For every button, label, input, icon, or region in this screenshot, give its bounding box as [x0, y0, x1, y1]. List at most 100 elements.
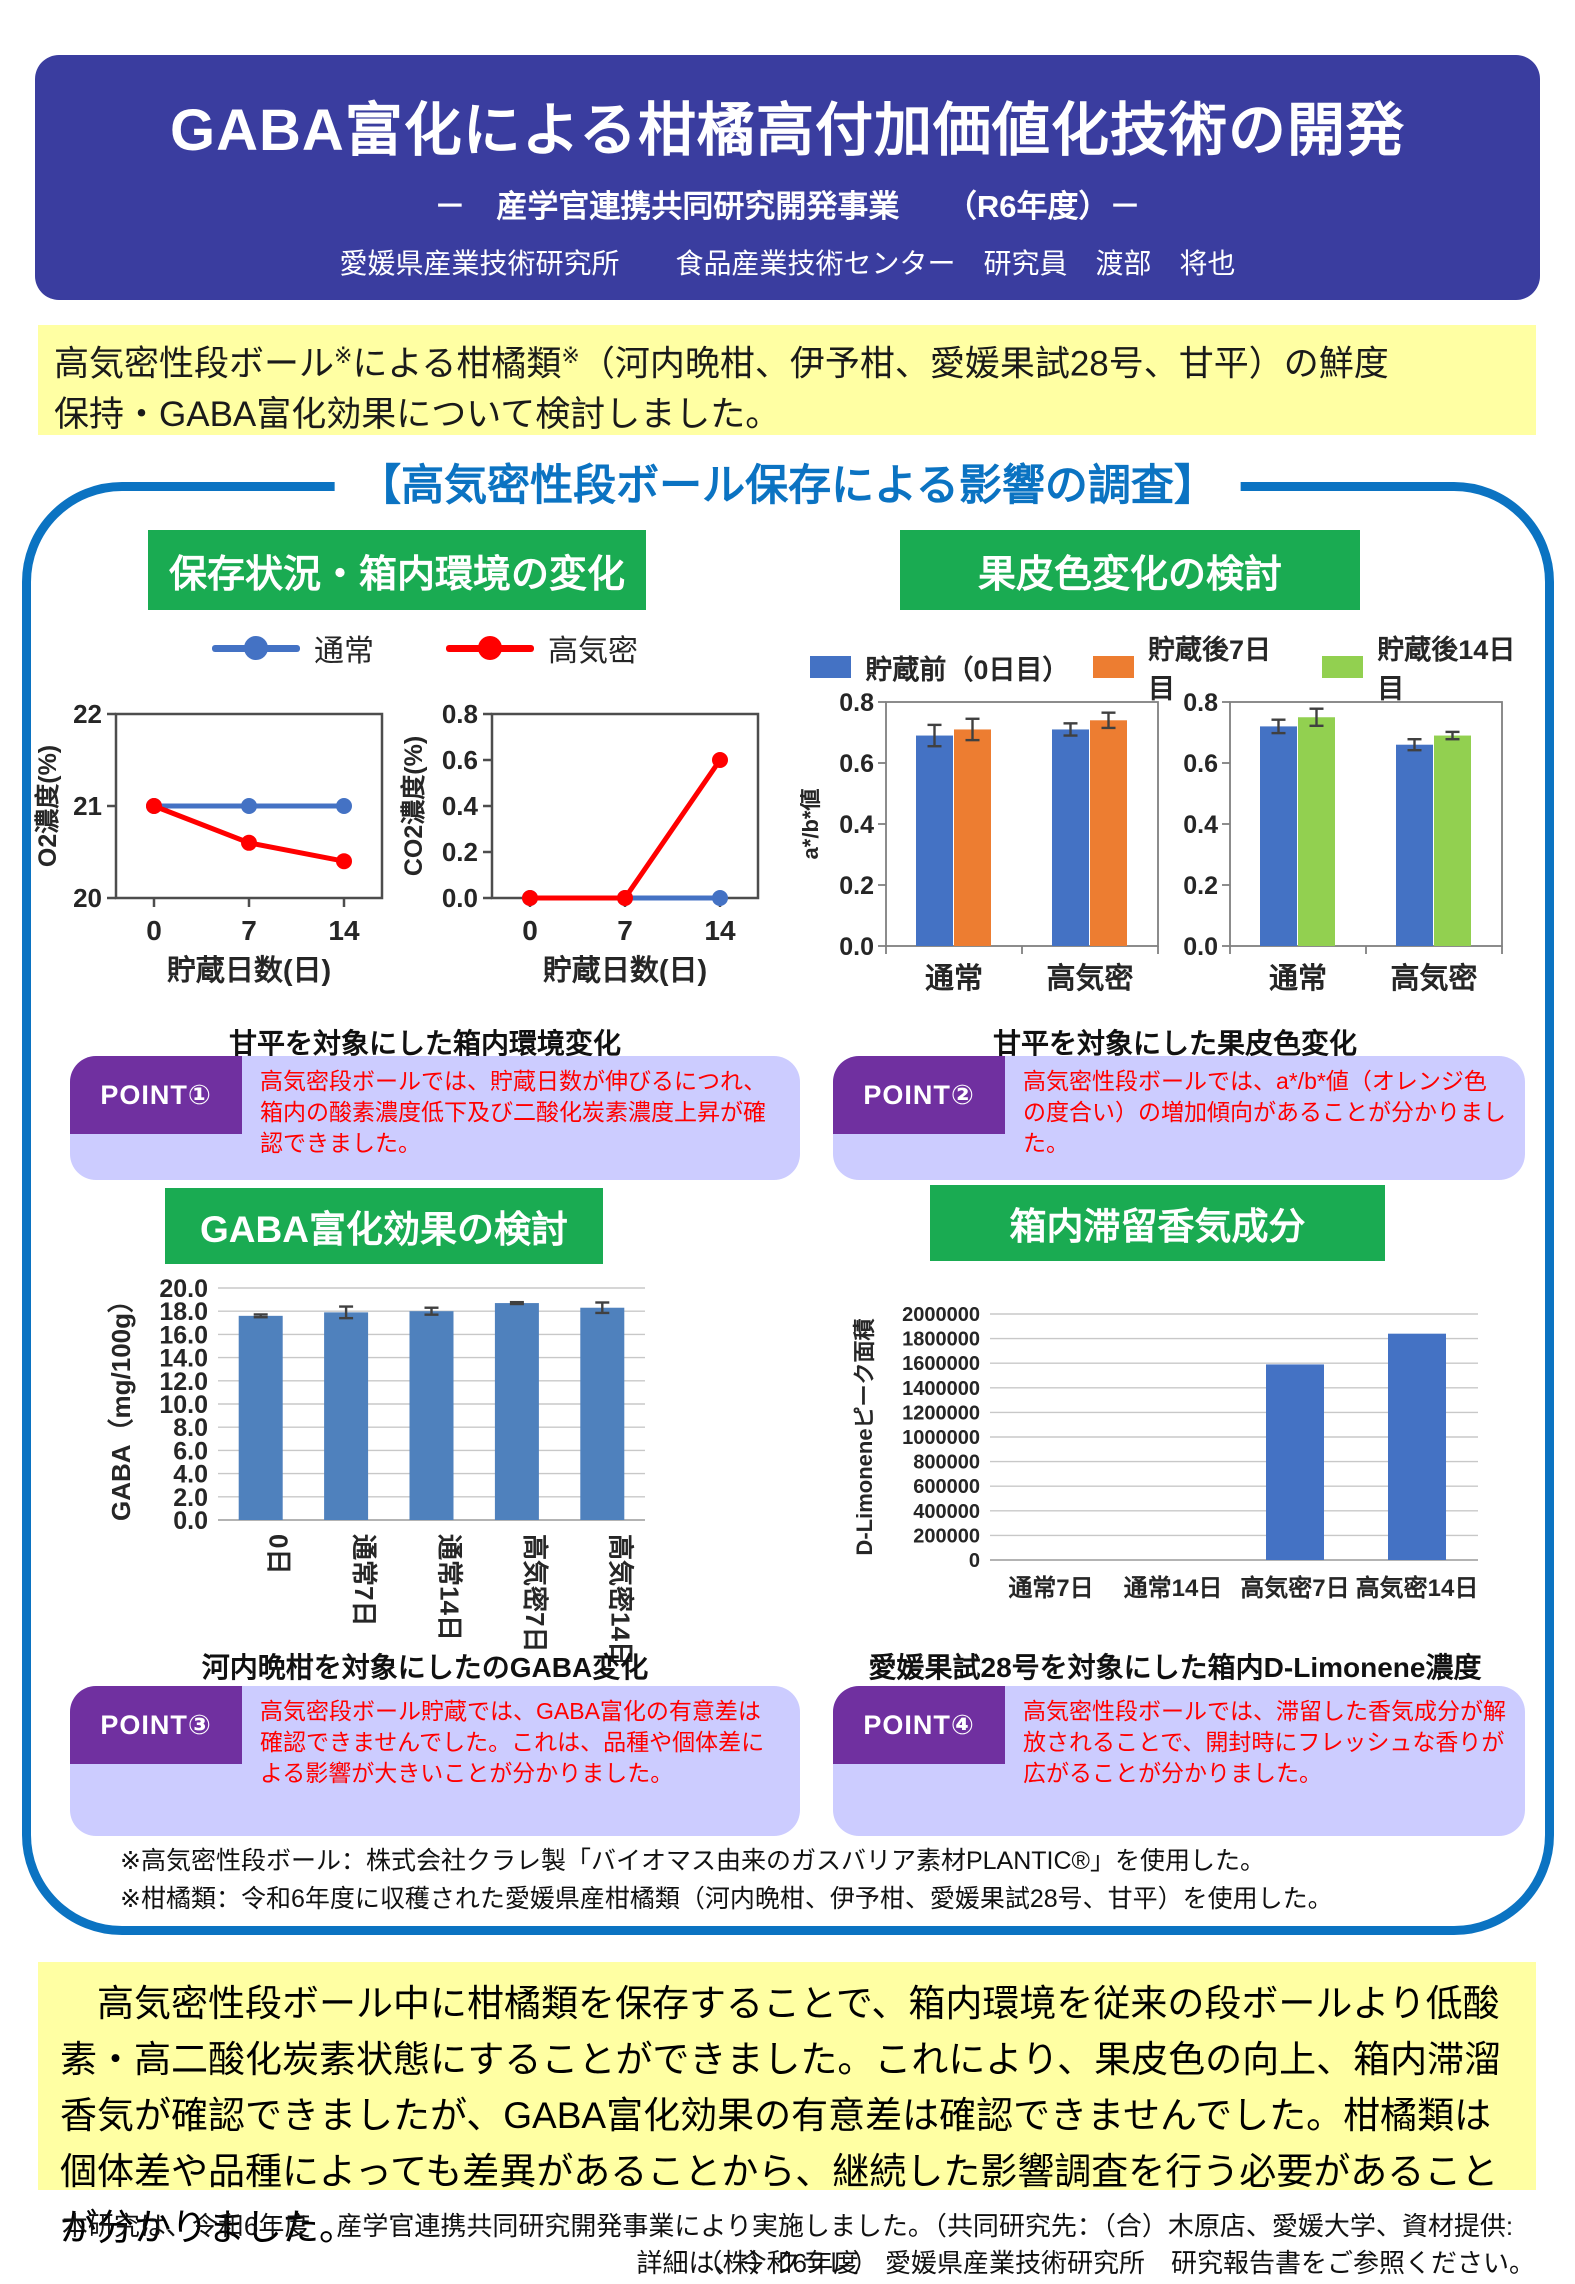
svg-text:通常: 通常 [925, 962, 983, 995]
svg-text:0.0: 0.0 [1183, 933, 1218, 961]
swatch-icon [810, 656, 852, 678]
svg-text:高気密: 高気密 [1390, 961, 1477, 995]
svg-text:0.6: 0.6 [1183, 750, 1218, 778]
page-title: GABA富化による柑橘高付加価値化技術の開発 [169, 98, 1406, 163]
peel-color-14day-bar-chart: 0.0 0.2 0.4 0.6 0.8 通常 高気密 [1183, 689, 1503, 995]
point-box-3: POINT③ 高気密段ボール貯蔵では、GABA富化の有意差は確認できませんでした… [70, 1686, 800, 1836]
footnote-1: ※高気密性段ボール：株式会社クラレ製「バイオマス由来のガスバリア素材PLANTI… [120, 1847, 1265, 1875]
gaba-bar-chart: 0.02.04.06.08.010.012.014.016.018.020.0 0… [106, 1275, 645, 1662]
point-box-1: POINT① 高気密段ボールでは、貯蔵日数が伸びるにつれ、箱内の酸素濃度低下及び… [70, 1056, 800, 1180]
svg-text:貯蔵日数(日): 貯蔵日数(日) [167, 953, 331, 987]
legend-item-airtight: 高気密 [446, 626, 638, 670]
svg-text:1000000: 1000000 [902, 1427, 980, 1449]
svg-text:1600000: 1600000 [902, 1353, 980, 1375]
svg-text:0.4: 0.4 [1183, 811, 1218, 839]
svg-text:600000: 600000 [913, 1476, 980, 1498]
intro-text: 高気密性段ボール [54, 344, 335, 384]
svg-text:8.0: 8.0 [173, 1414, 208, 1442]
legend-label: 通常 [314, 635, 374, 668]
svg-text:22: 22 [73, 699, 102, 729]
summary-box: 高気密性段ボール中に柑橘類を保存することで、箱内環境を従来の段ボールより低酸素・… [38, 1962, 1536, 2248]
caption-peel-color: 甘平を対象にした果皮色変化 [992, 1028, 1357, 1059]
svg-text:0.2: 0.2 [442, 837, 478, 867]
svg-text:14: 14 [704, 915, 736, 946]
intro-line-2: 保持・GABA富化効果について検討しました。 [54, 394, 781, 434]
svg-text:0.8: 0.8 [442, 699, 478, 729]
point-box-4: POINT④ 高気密性段ボールでは、滞留した香気成分が解放されることで、開封時に… [833, 1686, 1525, 1836]
footnote-marker: ※ [334, 343, 353, 368]
line-chart-legend: 通常 高気密 [60, 626, 790, 670]
point-label-1: POINT① [70, 1056, 242, 1134]
footnote-2: ※柑橘類：令和6年度に収穫された愛媛県産柑橘類（河内晩柑、伊予柑、愛媛果試28号… [120, 1885, 1333, 1913]
line-marker-icon [212, 635, 300, 661]
caption-environment: 甘平を対象にした箱内環境変化 [228, 1028, 621, 1059]
svg-text:高気密7日: 高気密7日 [520, 1534, 550, 1652]
point-label-3: POINT③ [70, 1686, 242, 1764]
line-marker-icon [446, 635, 534, 661]
svg-text:高気密: 高気密 [1046, 961, 1133, 995]
svg-text:4.0: 4.0 [173, 1461, 208, 1489]
svg-text:高気密7日: 高気密7日 [1240, 1574, 1349, 1602]
svg-text:20: 20 [73, 883, 102, 913]
point-text-4: 高気密性段ボールでは、滞留した香気成分が解放されることで、開封時にフレッシュな香… [1023, 1698, 1506, 1786]
swatch-icon [1321, 656, 1364, 678]
svg-text:14: 14 [328, 915, 360, 946]
section-header-aroma: 箱内滞留香気成分 [930, 1185, 1385, 1261]
footnotes: ※高気密性段ボール：株式会社クラレ製「バイオマス由来のガスバリア素材PLANTI… [120, 1842, 1460, 1918]
bar-chart-legend: 貯蔵前（0日目） 貯蔵後7日目 貯蔵後14日目 [810, 628, 1540, 706]
co2-line-chart: 0.0 0.2 0.4 0.6 0.8 0 7 14 貯蔵日数(日) CO2濃度(%) [399, 699, 760, 987]
svg-text:GABA（mg/100g）: GABA（mg/100g） [106, 1287, 136, 1521]
section-header-environment: 保存状況・箱内環境の変化 [148, 530, 646, 610]
svg-text:O2濃度(%): O2濃度(%) [33, 745, 62, 867]
svg-text:21: 21 [73, 791, 102, 821]
intro-text: （河内晩柑、伊予柑、愛媛果試28号、甘平）の鮮度 [579, 344, 1389, 384]
svg-text:通常14日: 通常14日 [1124, 1575, 1223, 1602]
svg-text:0日: 0日 [264, 1534, 294, 1574]
footnote-marker: ※ [561, 343, 580, 368]
legend-item-day0: 貯蔵前（0日目） [810, 648, 1070, 687]
svg-text:0.8: 0.8 [839, 689, 874, 717]
svg-text:0.2: 0.2 [1183, 872, 1218, 900]
svg-text:16.0: 16.0 [159, 1321, 208, 1349]
point-label-4: POINT④ [833, 1686, 1005, 1764]
svg-text:10.0: 10.0 [159, 1391, 208, 1419]
intro-box: 高気密性段ボール※による柑橘類※（河内晩柑、伊予柑、愛媛果試28号、甘平）の鮮度… [38, 325, 1536, 435]
section-header-peel-color: 果皮色変化の検討 [900, 530, 1360, 610]
svg-text:400000: 400000 [913, 1501, 980, 1523]
header-subtitle: － 産学官連携共同研究開発事業 （R6年度）－ [434, 189, 1141, 224]
swatch-icon [1092, 656, 1134, 678]
svg-text:通常7日: 通常7日 [1008, 1575, 1093, 1602]
svg-text:18.0: 18.0 [159, 1298, 208, 1326]
svg-text:1400000: 1400000 [902, 1378, 980, 1400]
caption-limonene: 愛媛果試28号を対象にした箱内D-Limonene濃度 [868, 1652, 1482, 1683]
caption-gaba: 河内晩柑を対象にしたのGABA変化 [201, 1652, 649, 1683]
svg-text:200000: 200000 [913, 1525, 980, 1547]
svg-text:高気密14日: 高気密14日 [605, 1534, 635, 1662]
point-text-3: 高気密段ボール貯蔵では、GABA富化の有意差は確認できませんでした。これは、品種… [260, 1698, 765, 1786]
svg-text:0.2: 0.2 [839, 872, 874, 900]
svg-text:0.6: 0.6 [442, 745, 478, 775]
svg-text:通常: 通常 [1269, 962, 1327, 995]
svg-text:0.4: 0.4 [839, 811, 874, 839]
svg-text:14.0: 14.0 [159, 1345, 208, 1373]
svg-text:1800000: 1800000 [902, 1329, 980, 1351]
svg-text:6.0: 6.0 [173, 1437, 208, 1465]
header-affiliation: 愛媛県産業技術研究所 食品産業技術センター 研究員 渡部 将也 [339, 248, 1236, 279]
legend-label: 高気密 [548, 635, 638, 668]
legend-label: 貯蔵前（0日目） [865, 654, 1070, 685]
svg-text:通常14日: 通常14日 [435, 1534, 465, 1641]
svg-text:0.0: 0.0 [839, 933, 874, 961]
section-header-gaba: GABA富化効果の検討 [165, 1188, 603, 1264]
point-label-2: POINT② [833, 1056, 1005, 1134]
svg-text:通常7日: 通常7日 [349, 1534, 379, 1626]
footer-line-1: 本研究は、令和6年度 産学官連携共同研究開発事業により実施しました。（共同研究先… [61, 2211, 1514, 2278]
svg-text:7: 7 [241, 915, 257, 946]
o2-line-chart: 20 21 22 0 7 14 貯蔵日数(日) O2濃度(%) [33, 699, 384, 987]
footer-line-2: 詳細は、令和6年度 愛媛県産業技術研究所 研究報告書をご参照ください。 [636, 2248, 1535, 2278]
intro-text: による柑橘類 [352, 344, 562, 384]
legend-label: 貯蔵後14日目 [1377, 635, 1516, 704]
svg-text:D-Limoneneピーク面積: D-Limoneneピーク面積 [852, 1317, 877, 1555]
limonene-bar-chart: 0200000400000600000800000100000012000001… [852, 1304, 1478, 1602]
svg-text:0.0: 0.0 [173, 1507, 208, 1535]
